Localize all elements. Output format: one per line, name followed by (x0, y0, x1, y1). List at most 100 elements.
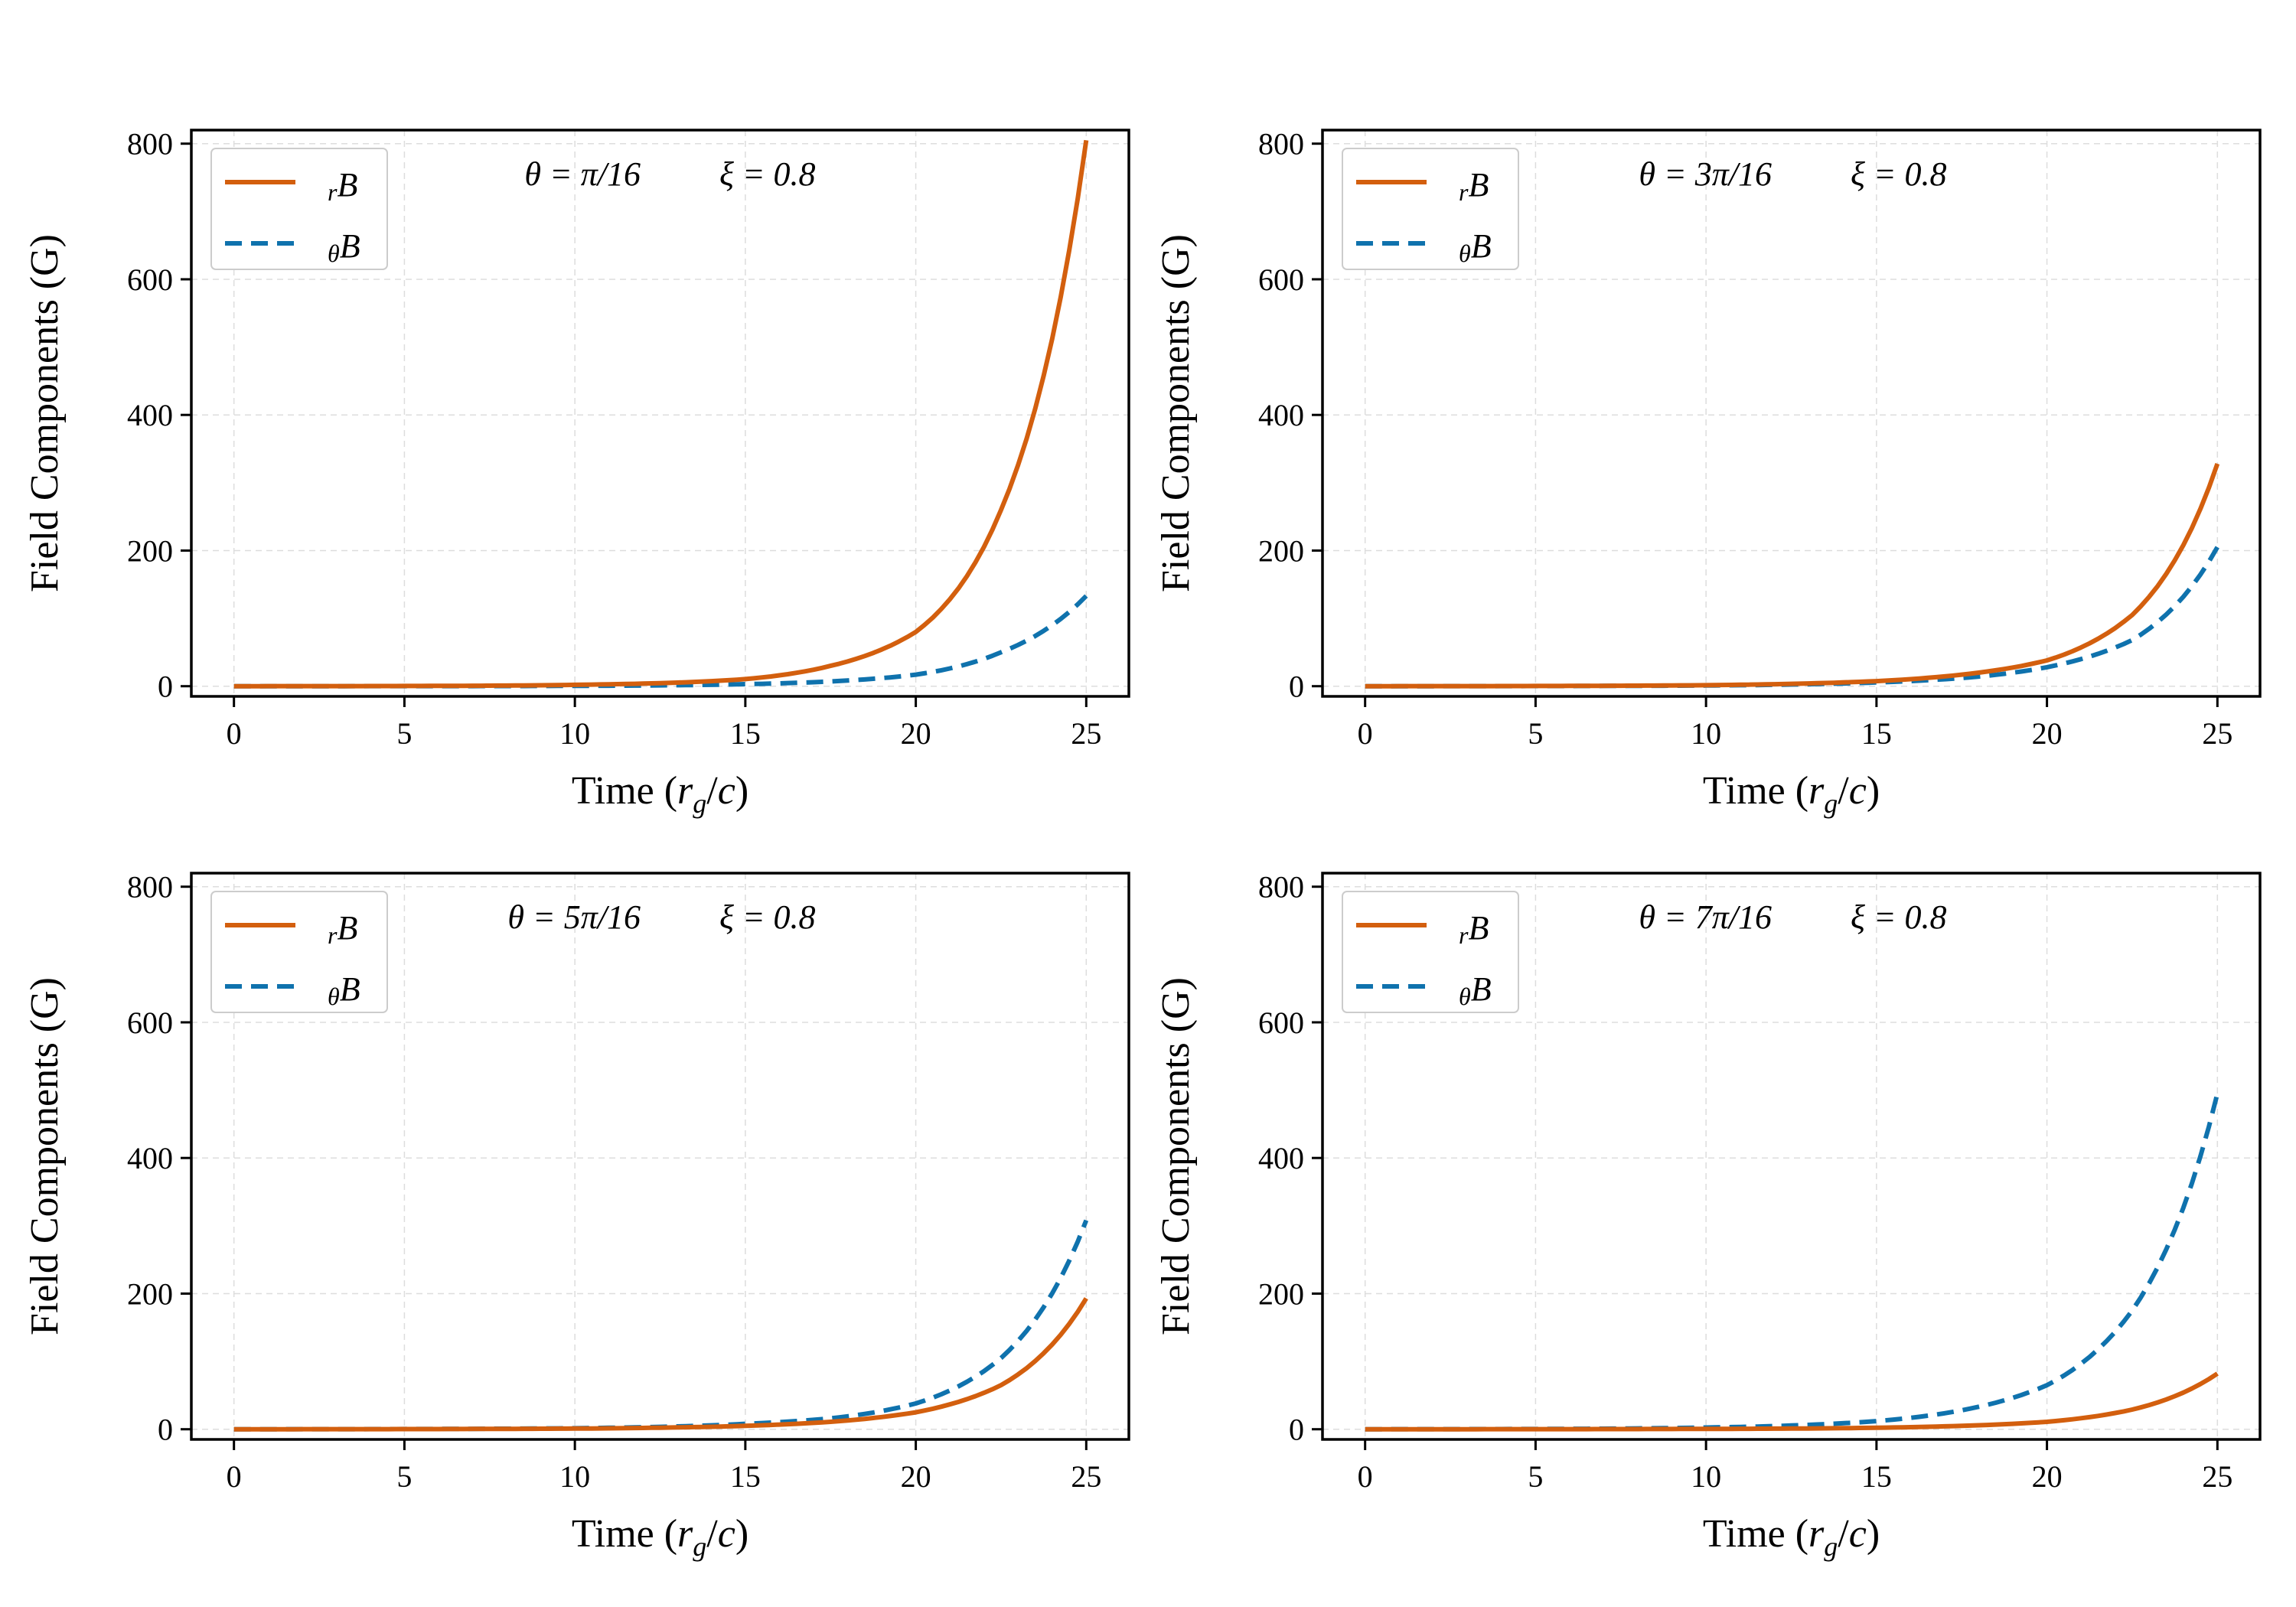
x-axis-label-part: Time ( (1703, 1512, 1808, 1556)
x-axis-label: Time (rg/c) (1703, 769, 1880, 819)
y-tick-label: 0 (158, 670, 173, 704)
axes-frame (1321, 129, 2262, 698)
legend-label-sub: r (328, 178, 338, 206)
x-axis-label-part: Time ( (572, 1512, 677, 1556)
y-tick-label: 400 (1258, 1141, 1304, 1175)
x-axis-label-part: r (1808, 1512, 1825, 1556)
y-tick-label: 200 (127, 533, 173, 568)
legend-label-main: B (1471, 970, 1492, 1008)
x-axis-label: Time (rg/c) (1703, 1512, 1880, 1562)
legend-label-main: B (1471, 227, 1492, 265)
x-axis-label-part: ) (735, 1512, 748, 1556)
legend-box (1342, 891, 1519, 1013)
series-line-thetaB (233, 594, 1088, 689)
y-tick-label: 0 (158, 1413, 173, 1447)
annotation-theta: θ = 3π/16 (1639, 155, 1772, 193)
y-tick-label: 400 (1258, 398, 1304, 432)
y-tick-label: 400 (127, 398, 173, 432)
x-axis-label-part: ) (735, 769, 748, 813)
legend-label: θB (328, 970, 360, 1010)
x-tick-label: 25 (1071, 1459, 1101, 1494)
x-axis-label-part: r (677, 1512, 693, 1556)
legend-label-main: B (340, 970, 360, 1008)
legend-label: rB (328, 909, 357, 949)
y-tick-label: 200 (127, 1276, 173, 1311)
x-tick-label: 25 (2202, 1459, 2232, 1494)
x-axis-label: Time (rg/c) (572, 769, 748, 819)
legend-label-sub: θ (1459, 240, 1471, 267)
x-axis-label-part: / (706, 1512, 718, 1556)
x-tick-label: 15 (1861, 716, 1892, 751)
x-tick-label: 25 (1071, 716, 1101, 751)
x-tick-label: 0 (227, 1459, 242, 1494)
x-axis-label-part: c (718, 769, 735, 813)
x-tick-label: 0 (1358, 716, 1373, 751)
axes-frame (190, 129, 1130, 698)
x-tick-label: 10 (1691, 1459, 1721, 1494)
series-line-rB (233, 1297, 1088, 1432)
y-axis-label: Field Components (G) (1154, 977, 1198, 1335)
x-tick-label: 5 (396, 716, 412, 751)
annotation-xi: ξ = 0.8 (1851, 898, 1947, 936)
y-tick-label: 800 (127, 127, 173, 161)
x-tick-label: 15 (1861, 1459, 1892, 1494)
annotation-theta: θ = π/16 (524, 155, 641, 193)
y-tick-label: 400 (127, 1141, 173, 1175)
y-axis-label: Field Components (G) (23, 234, 67, 592)
legend-label-main: B (340, 227, 360, 265)
x-axis-label-part: / (1838, 769, 1849, 813)
x-axis-label-part: / (706, 769, 718, 813)
x-axis-label-part: r (1808, 769, 1825, 813)
legend-label-main: B (1468, 166, 1489, 204)
legend-label: θB (1459, 970, 1492, 1010)
x-tick-label: 20 (2032, 716, 2063, 751)
series-line-thetaB (1365, 1093, 2220, 1432)
y-tick-label: 800 (127, 870, 173, 905)
x-axis-label-part: / (1838, 1512, 1849, 1556)
annotation-xi: ξ = 0.8 (719, 155, 816, 193)
legend-box (210, 148, 388, 270)
series-line-rB (233, 139, 1089, 689)
y-tick-label: 600 (1258, 1006, 1304, 1040)
series-line-rB (1365, 1371, 2219, 1432)
x-tick-label: 15 (730, 1459, 761, 1494)
x-axis-label-part: ) (1867, 1512, 1880, 1556)
legend-label-sub: θ (328, 983, 340, 1010)
x-axis-label: Time (rg/c) (572, 1512, 748, 1562)
y-tick-label: 800 (1258, 127, 1304, 161)
y-axis-label: Field Components (G) (1154, 234, 1198, 592)
annotation-xi: ξ = 0.8 (719, 898, 816, 936)
series-line-rB (1365, 462, 2220, 689)
y-tick-label: 200 (1258, 533, 1304, 568)
legend-label-main: B (337, 909, 357, 947)
x-tick-label: 5 (1528, 716, 1543, 751)
axes-frame (190, 872, 1130, 1441)
legend-label-sub: r (1459, 921, 1469, 949)
y-tick-label: 600 (127, 1006, 173, 1040)
x-axis-label-part: Time ( (1703, 769, 1808, 813)
x-axis-label-part: g (1824, 1531, 1838, 1562)
legend-label: θB (1459, 227, 1492, 267)
x-axis-label-part: r (677, 769, 693, 813)
legend-label-main: B (337, 166, 357, 204)
y-tick-label: 600 (127, 262, 173, 297)
legend-label-main: B (1468, 909, 1489, 947)
x-axis-label-part: g (693, 1531, 706, 1562)
x-tick-label: 15 (730, 716, 761, 751)
y-tick-label: 200 (1258, 1276, 1304, 1311)
annotation-xi: ξ = 0.8 (1851, 155, 1947, 193)
x-axis-label-part: Time ( (572, 769, 677, 813)
x-tick-label: 5 (1528, 1459, 1543, 1494)
legend-label: θB (328, 227, 360, 267)
y-tick-label: 0 (1289, 670, 1304, 704)
x-tick-label: 10 (559, 1459, 590, 1494)
annotation-theta: θ = 5π/16 (507, 898, 641, 936)
